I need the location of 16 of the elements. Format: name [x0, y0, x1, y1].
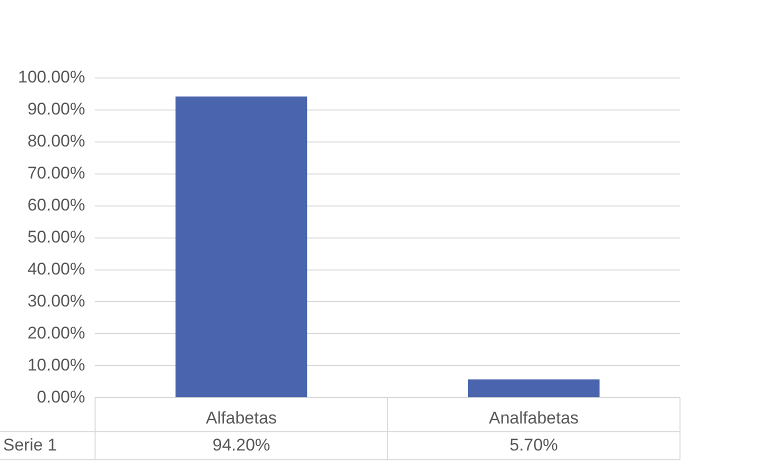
- y-tick-label: 90.00%: [27, 100, 86, 119]
- data-label: 5.70%: [510, 435, 558, 454]
- y-tick-label: 60.00%: [27, 196, 86, 215]
- y-tick-label: 50.00%: [27, 227, 86, 246]
- data-label: 94.20%: [212, 435, 270, 454]
- text: Serie 1: [3, 435, 57, 454]
- y-tick-label: 100.00%: [18, 68, 86, 87]
- x-tick-label: Analfabetas: [488, 408, 579, 428]
- y-tick-label: 80.00%: [27, 132, 86, 151]
- y-tick-label: 0.00%: [36, 387, 86, 406]
- y-tick-label: 20.00%: [27, 323, 86, 342]
- y-tick-label: 30.00%: [27, 291, 86, 310]
- y-tick-label: 70.00%: [27, 164, 86, 183]
- y-tick-label: 40.00%: [27, 259, 86, 278]
- x-tick-label: Alfabetas: [206, 408, 277, 428]
- y-tick-label: 10.00%: [27, 355, 86, 374]
